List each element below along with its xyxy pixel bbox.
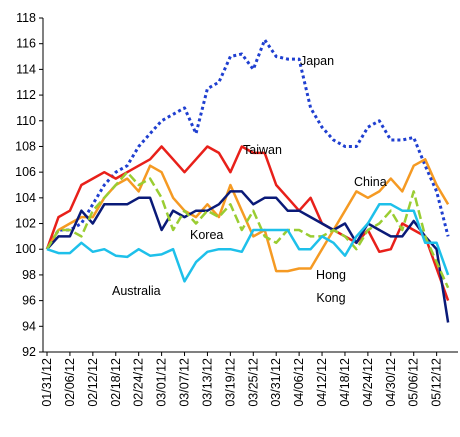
x-tick-label: 03/07/12 xyxy=(178,358,192,407)
y-tick-label: 92 xyxy=(22,345,36,359)
series-line xyxy=(45,170,450,289)
x-tick-label: 04/18/12 xyxy=(338,358,352,407)
x-tick-label: 03/13/12 xyxy=(200,358,214,407)
y-tick-label: 102 xyxy=(15,217,36,231)
series-label: Korea xyxy=(190,228,223,242)
x-tick-label: 04/24/12 xyxy=(361,358,375,407)
x-tick-label: 04/12/12 xyxy=(315,358,329,407)
y-tick-label: 100 xyxy=(15,242,36,256)
y-tick-label: 94 xyxy=(22,319,36,333)
series-label: Taiwan xyxy=(243,143,282,157)
x-tick-label: 05/12/12 xyxy=(430,358,444,407)
y-tick-label: 104 xyxy=(15,191,36,205)
x-tick-label: 03/19/12 xyxy=(223,358,237,407)
y-tick-label: 110 xyxy=(16,114,36,128)
series-line xyxy=(46,203,450,283)
series-label: Japan xyxy=(300,54,334,68)
series-label: China xyxy=(354,175,387,189)
series-line xyxy=(45,145,450,302)
series-line xyxy=(45,38,450,250)
series-label: Hong Kong xyxy=(316,268,346,305)
x-tick-label: 05/06/12 xyxy=(407,358,421,407)
series-line xyxy=(46,190,450,323)
y-tick-label: 96 xyxy=(22,294,36,308)
x-tick-label: 04/30/12 xyxy=(384,358,398,407)
y-tick-label: 106 xyxy=(15,165,36,179)
x-tick-label: 03/25/12 xyxy=(246,358,260,407)
y-tick-label: 98 xyxy=(22,268,36,282)
x-tick-label: 03/01/12 xyxy=(155,358,169,407)
y-tick-label: 116 xyxy=(16,37,36,51)
y-tick-label: 112 xyxy=(16,88,36,102)
series-label: Australia xyxy=(112,284,161,298)
y-tick-label: 118 xyxy=(16,11,36,25)
x-tick-label: 01/31/12 xyxy=(40,358,54,407)
x-tick-label: 04/06/12 xyxy=(292,358,306,407)
x-tick-label: 03/31/12 xyxy=(269,358,283,407)
y-tick-label: 114 xyxy=(16,62,36,76)
x-tick-label: 02/06/12 xyxy=(63,358,77,407)
x-tick-label: 02/24/12 xyxy=(132,358,146,407)
x-tick-label: 02/12/12 xyxy=(86,358,100,407)
y-tick-label: 108 xyxy=(15,139,36,153)
x-tick-label: 02/18/12 xyxy=(109,358,123,407)
